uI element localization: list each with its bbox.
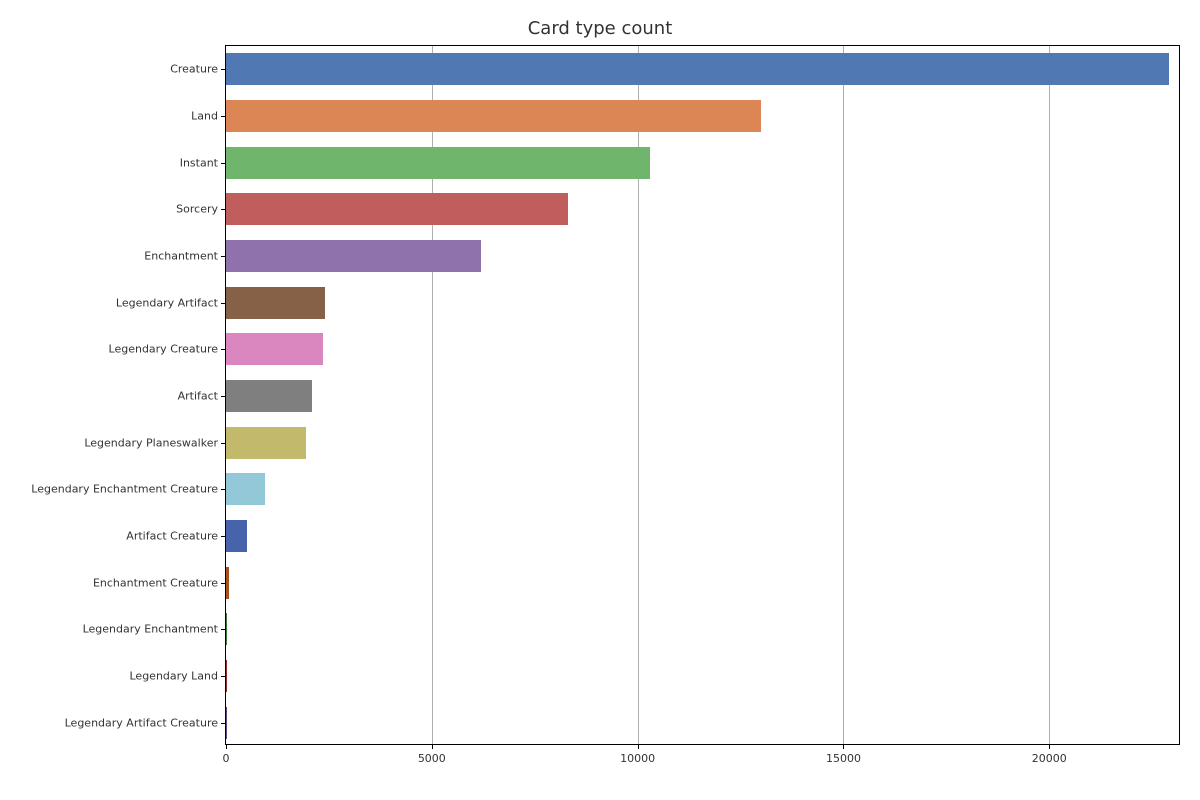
- x-tick-label: 15000: [826, 744, 861, 765]
- y-tick-label: Legendary Land: [130, 670, 227, 683]
- y-tick-label: Instant: [180, 156, 226, 169]
- bar: [226, 427, 306, 459]
- bar: [226, 473, 265, 505]
- y-tick-label: Sorcery: [176, 203, 226, 216]
- y-tick-label: Artifact: [178, 390, 226, 403]
- bar: [226, 567, 229, 599]
- bar: [226, 660, 227, 692]
- y-tick-label: Enchantment: [144, 250, 226, 263]
- x-grid-line: [1049, 46, 1050, 744]
- y-tick-label: Legendary Artifact Creature: [65, 716, 226, 729]
- x-tick-label: 5000: [418, 744, 446, 765]
- bar: [226, 520, 247, 552]
- y-tick-label: Legendary Creature: [109, 343, 226, 356]
- y-tick-label: Artifact Creature: [126, 530, 226, 543]
- x-tick-label: 20000: [1032, 744, 1067, 765]
- y-tick-label: Land: [191, 110, 226, 123]
- bar: [226, 613, 227, 645]
- y-tick-label: Creature: [170, 63, 226, 76]
- y-tick-label: Legendary Planeswalker: [84, 436, 226, 449]
- bar: [226, 333, 323, 365]
- x-tick-label: 0: [223, 744, 230, 765]
- card-type-count-chart: Card type count 05000100001500020000Crea…: [0, 0, 1200, 800]
- x-grid-line: [843, 46, 844, 744]
- bar: [226, 100, 761, 132]
- y-tick-label: Enchantment Creature: [93, 576, 226, 589]
- bar: [226, 380, 312, 412]
- bar: [226, 240, 481, 272]
- bar: [226, 147, 650, 179]
- y-tick-label: Legendary Artifact: [116, 296, 226, 309]
- bar: [226, 193, 568, 225]
- bar: [226, 53, 1169, 85]
- y-tick-label: Legendary Enchantment Creature: [31, 483, 226, 496]
- y-tick-label: Legendary Enchantment: [83, 623, 226, 636]
- plot-area: 05000100001500020000CreatureLandInstantS…: [225, 45, 1180, 745]
- x-tick-label: 10000: [620, 744, 655, 765]
- bar: [226, 287, 325, 319]
- chart-title: Card type count: [0, 18, 1200, 39]
